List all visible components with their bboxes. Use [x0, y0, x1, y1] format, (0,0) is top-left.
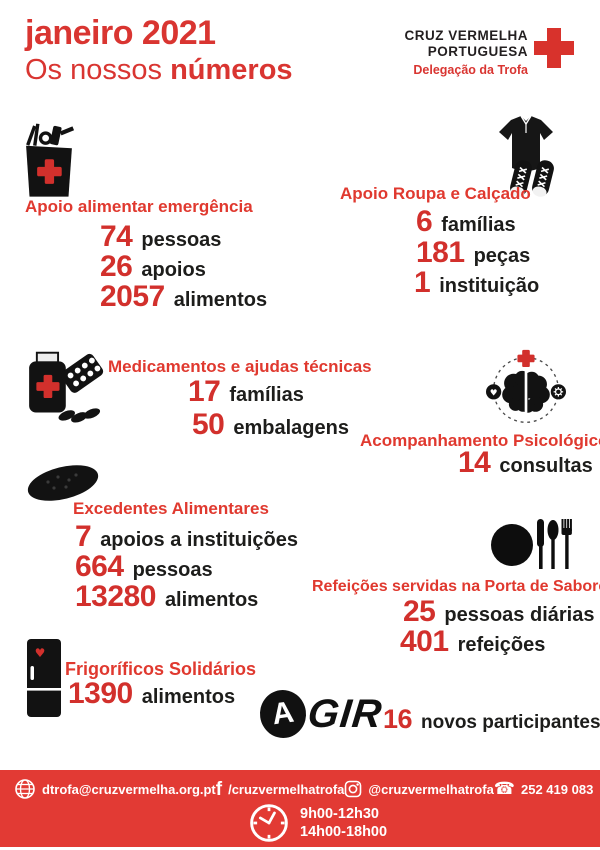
cruz-vermelha-logo: CRUZ VERMELHA PORTUGUESA Delegação da Tr… — [405, 28, 574, 77]
stat-row: 74 pessoas — [100, 222, 221, 252]
stat-row: 7 apoios a instituições — [75, 522, 298, 552]
stat-label: peças — [473, 245, 531, 267]
facebook-handle: /cruzvermelhatrofa — [228, 781, 345, 797]
footer-bar: dtrofa@cruzvermelha.org.pt f /cruzvermel… — [0, 770, 600, 847]
stat-value: 13280 — [75, 580, 156, 613]
subtitle-bold: números — [170, 54, 293, 86]
stat-value: 401 — [400, 625, 449, 658]
section-title-apoio-alimentar: Apoio alimentar emergência — [25, 197, 253, 216]
stat-label: refeições — [457, 634, 546, 656]
stat-value: 74 — [100, 220, 133, 253]
fridge-icon: ♥ — [26, 638, 62, 718]
stat-value: 16 — [383, 704, 413, 734]
stat-label: instituição — [439, 275, 540, 297]
page-subtitle: Os nossos números — [25, 54, 293, 87]
logo-line1: CRUZ VERMELHA — [404, 28, 528, 43]
stat-row: 1 instituição — [414, 268, 539, 298]
subtitle-prefix: Os nossos — [25, 54, 171, 86]
section-title-frigorificos: Frigoríficos Solidários — [65, 659, 257, 679]
contact-facebook: f /cruzvermelhatrofa — [216, 780, 345, 799]
stat-row: 6 famílias — [416, 207, 516, 237]
logo-line2: PORTUGUESA — [427, 44, 528, 59]
plate-cutlery-icon — [490, 516, 572, 572]
instagram-icon — [344, 780, 362, 798]
contact-phone: ☎ 252 419 083 — [493, 778, 594, 799]
stat-value: 1 — [414, 266, 431, 299]
stat-label: famílias — [441, 214, 516, 236]
stat-label: alimentos — [173, 289, 268, 311]
bread-icon — [24, 458, 102, 508]
agir-logo-a: A — [256, 687, 310, 741]
stat-label: novos participantes — [421, 712, 600, 733]
contact-row: dtrofa@cruzvermelha.org.pt f /cruzvermel… — [0, 770, 600, 800]
grocery-bag-icon — [16, 122, 82, 200]
phone-number: 252 419 083 — [521, 781, 594, 797]
stat-label: apoios — [141, 259, 206, 281]
stat-row: 664 pessoas — [75, 552, 213, 582]
hours-text: 9h00-12h30 14h00-18h00 — [300, 805, 387, 841]
instagram-handle: @cruzvermelhatrofa — [368, 781, 494, 797]
stat-label: alimentos — [164, 589, 259, 611]
stat-label: alimentos — [141, 686, 236, 708]
page-title: janeiro 2021 — [25, 14, 216, 52]
brain-psychology-icon: ♥ — [486, 348, 566, 428]
stat-row: 17 famílias — [188, 377, 304, 407]
stat-row: 2057 alimentos — [100, 282, 267, 312]
facebook-icon: f — [215, 778, 223, 800]
logo-line3: Delegação da Trofa — [413, 63, 528, 77]
hours-morning: 9h00-12h30 — [300, 806, 379, 822]
section-title-refeicoes: Refeições servidas na Porta de Sabores — [312, 578, 600, 595]
stat-label: pessoas — [132, 559, 213, 581]
stat-row: 16 novos participantes — [383, 706, 600, 734]
stat-value: 181 — [416, 236, 465, 269]
svg-text:♥: ♥ — [35, 646, 46, 660]
section-title-medicamentos: Medicamentos e ajudas técnicas — [108, 357, 372, 376]
svg-text:♥: ♥ — [490, 389, 498, 399]
logo-text: CRUZ VERMELHA PORTUGUESA Delegação da Tr… — [405, 28, 529, 77]
stat-label: apoios a instituições — [100, 529, 299, 551]
stat-value: 7 — [75, 520, 92, 553]
stat-row: 14 consultas — [458, 448, 593, 478]
email-text: dtrofa@cruzvermelha.org.pt — [42, 781, 216, 797]
agir-logo: A GIR — [256, 687, 385, 741]
stat-value: 1390 — [68, 677, 133, 710]
red-cross-icon — [534, 28, 574, 68]
stat-row: 181 peças — [416, 238, 530, 268]
medicines-icon — [16, 345, 104, 427]
stat-value: 25 — [403, 595, 436, 628]
stat-row: 1390 alimentos — [68, 679, 235, 709]
stat-row: 401 refeições — [400, 627, 545, 657]
section-title-psicologico: Acompanhamento Psicológico — [360, 431, 600, 450]
stat-value: 664 — [75, 550, 124, 583]
stat-label: pessoas diárias — [444, 604, 595, 626]
globe-icon — [14, 778, 36, 800]
clothing-shoes-icon — [486, 116, 566, 204]
stat-value: 50 — [192, 408, 225, 441]
stat-row: 25 pessoas diárias — [403, 597, 594, 627]
stat-row: 50 embalagens — [192, 410, 349, 440]
hours-afternoon: 14h00-18h00 — [300, 824, 388, 840]
stat-label: pessoas — [141, 229, 222, 251]
stat-row: 26 apoios — [100, 252, 206, 282]
clock-icon — [248, 802, 290, 844]
stat-row: 13280 alimentos — [75, 582, 258, 612]
stat-value: 6 — [416, 205, 433, 238]
stat-value: 26 — [100, 250, 133, 283]
phone-icon: ☎ — [493, 778, 515, 799]
stat-value: 2057 — [100, 280, 165, 313]
agir-logo-gir: GIR — [305, 691, 385, 736]
stat-label: embalagens — [233, 417, 349, 439]
stat-label: consultas — [499, 455, 593, 477]
contact-email: dtrofa@cruzvermelha.org.pt — [14, 778, 216, 800]
opening-hours: 9h00-12h30 14h00-18h00 — [248, 802, 387, 844]
stat-value: 17 — [188, 375, 221, 408]
section-title-roupa-calcado: Apoio Roupa e Calçado — [340, 184, 531, 203]
stat-value: 14 — [458, 446, 491, 479]
contact-instagram: @cruzvermelhatrofa — [344, 780, 494, 798]
stat-label: famílias — [229, 384, 304, 406]
section-title-excedentes: Excedentes Alimentares — [73, 499, 269, 518]
